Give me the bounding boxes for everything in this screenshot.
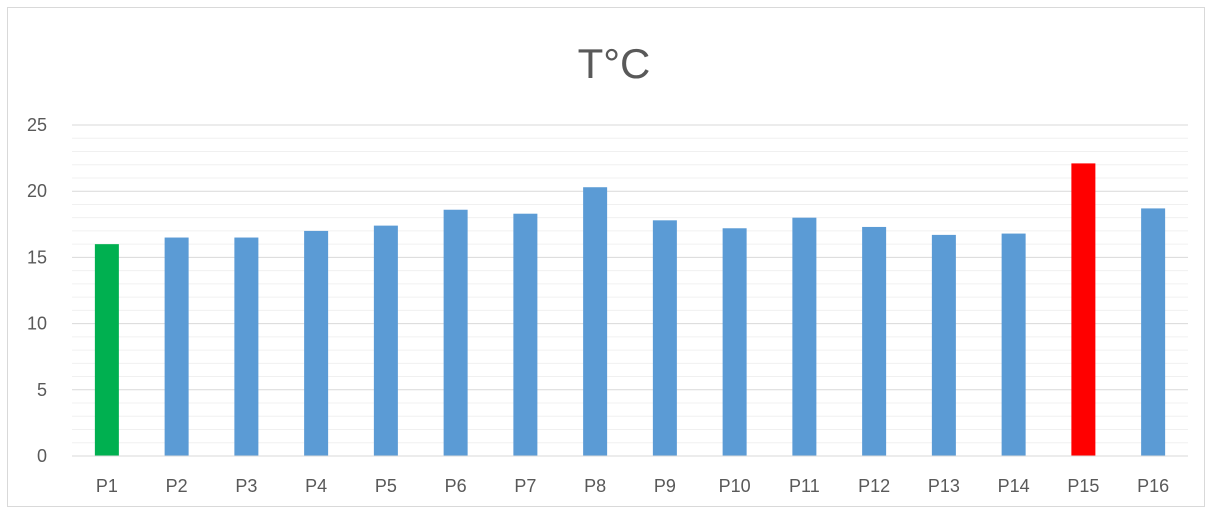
x-tick-label: P1	[96, 476, 118, 496]
x-tick-label: P6	[445, 476, 467, 496]
bar-p8	[583, 187, 608, 456]
y-tick-label: 20	[27, 181, 47, 201]
y-tick-label: 10	[27, 314, 47, 334]
bar-p7	[513, 213, 538, 456]
bar-p16	[1141, 208, 1166, 456]
bar-p12	[862, 226, 887, 456]
y-tick-label: 25	[27, 115, 47, 135]
bar-p13	[931, 234, 956, 456]
y-tick-label: 5	[37, 380, 47, 400]
x-tick-label: P15	[1067, 476, 1099, 496]
x-tick-label: P14	[998, 476, 1030, 496]
x-tick-label: P5	[375, 476, 397, 496]
y-tick-label: 0	[37, 446, 47, 466]
bar-p5	[373, 225, 398, 456]
x-tick-label: P11	[789, 476, 820, 496]
x-tick-label: P10	[719, 476, 751, 496]
bars	[94, 163, 1166, 456]
y-tick-label: 15	[27, 247, 47, 267]
x-tick-label: P16	[1137, 476, 1169, 496]
bar-p15	[1071, 163, 1096, 456]
x-tick-label: P7	[514, 476, 536, 496]
x-tick-label: P3	[235, 476, 257, 496]
x-tick-label: P2	[166, 476, 188, 496]
y-axis-tick-labels: 0 5 10 15 20 25	[27, 115, 47, 466]
x-tick-label: P4	[305, 476, 327, 496]
bar-p10	[722, 228, 747, 456]
x-tick-label: P8	[584, 476, 606, 496]
bar-p14	[1001, 233, 1026, 456]
bar-p3	[234, 237, 259, 456]
x-tick-label: P13	[928, 476, 960, 496]
x-tick-label: P12	[858, 476, 890, 496]
bar-p9	[652, 220, 677, 456]
bar-p1	[94, 244, 119, 456]
bar-p11	[792, 217, 817, 456]
bar-p2	[164, 237, 189, 456]
x-axis-tick-labels: P1 P2 P3 P4 P5 P6 P7 P8 P9 P10 P11 P12 P13 P14 P15 P16	[96, 476, 1169, 496]
x-tick-label: P9	[654, 476, 676, 496]
bar-p4	[304, 230, 329, 456]
bar-p6	[443, 209, 468, 456]
chart-title: T°C	[578, 40, 651, 87]
